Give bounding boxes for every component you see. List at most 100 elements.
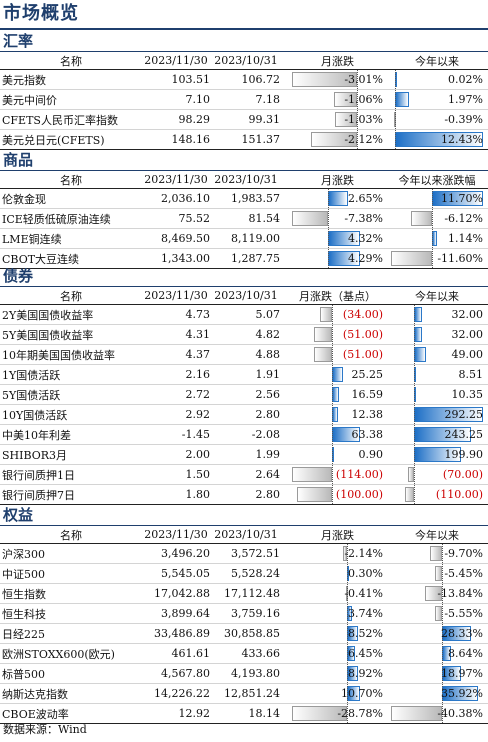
- row-name: 恒生科技: [2, 607, 46, 621]
- ytd-change-axis: [414, 365, 415, 384]
- month-change-cell: 10.70%: [290, 684, 385, 703]
- value-previous: 12,851.24: [224, 687, 280, 700]
- ytd-change-value: 292.25: [444, 408, 484, 421]
- month-change-axis: [332, 345, 333, 364]
- ytd-change-cell: 32.00: [389, 325, 485, 344]
- month-change-cell: 4.29%: [290, 249, 385, 268]
- month-change-value: 16.59: [351, 388, 384, 401]
- month-change-value: -28.78%: [337, 707, 383, 720]
- month-change-value: 8.52%: [348, 627, 383, 640]
- value-current: 4.31: [185, 328, 211, 341]
- month-change-bar: [314, 327, 332, 342]
- ytd-change-axis: [432, 209, 433, 228]
- value-current: 2.72: [185, 388, 211, 401]
- month-change-cell: (114.00): [290, 465, 385, 484]
- header-ytd-change: 今年以来: [415, 54, 459, 68]
- value-current: 2.16: [185, 368, 211, 381]
- month-change-cell: -2.14%: [290, 544, 385, 563]
- month-change-bar: [320, 307, 332, 322]
- table-row: SHIBOR3月 2.00 1.99 0.90 199.90: [0, 445, 488, 465]
- section-fx: 汇率 名称 2023/11/30 2023/10/31 月涨跌 今年以来 美元指数 103.5…: [0, 31, 488, 150]
- row-name: 中美10年利差: [2, 428, 71, 442]
- month-change-value: 10.70%: [341, 687, 383, 700]
- value-current: 4,567.80: [161, 667, 210, 680]
- ytd-change-value: 32.00: [451, 328, 484, 341]
- ytd-change-cell: 12.43%: [389, 130, 485, 149]
- row-name: 沪深300: [2, 547, 45, 561]
- value-previous: 7.18: [255, 93, 281, 106]
- month-change-axis: [347, 664, 348, 683]
- month-change-value: 3.74%: [348, 607, 383, 620]
- value-current: 1,343.00: [161, 252, 210, 265]
- month-change-bar: [332, 367, 343, 382]
- value-previous: 30,858.85: [224, 627, 280, 640]
- row-name: 恒生指数: [2, 587, 46, 601]
- header-date-current: 2023/11/30: [144, 289, 208, 302]
- month-change-value: (114.00): [335, 468, 383, 481]
- ytd-change-bar: [391, 251, 432, 266]
- month-change-axis: [347, 624, 348, 643]
- value-previous: 4.82: [255, 328, 281, 341]
- header-name: 名称: [60, 528, 82, 542]
- ytd-change-bar: [430, 546, 442, 561]
- month-change-value: -2.14%: [344, 547, 383, 560]
- ytd-change-bar: [425, 586, 442, 601]
- section-divider: [0, 286, 488, 287]
- header-month-change: 月涨跌（基点）: [299, 289, 376, 303]
- ytd-change-cell: 35.92%: [389, 684, 485, 703]
- section-divider: [0, 525, 488, 526]
- value-current: 33,486.89: [154, 627, 210, 640]
- ytd-change-value: 12.43%: [441, 133, 483, 146]
- month-change-bar: [297, 487, 332, 502]
- ytd-change-value: 49.00: [451, 348, 484, 361]
- header-date-current: 2023/11/30: [144, 54, 208, 67]
- month-change-cell: (34.00): [290, 305, 385, 324]
- month-change-cell: -1.06%: [290, 90, 385, 109]
- row-name: CBOT大豆连续: [2, 252, 80, 266]
- month-change-axis: [332, 405, 333, 424]
- ytd-change-value: 32.00: [451, 308, 484, 321]
- month-change-cell: 8.92%: [290, 664, 385, 683]
- month-change-axis: [347, 604, 348, 623]
- value-current: 75.52: [178, 212, 211, 225]
- value-previous: 3,759.16: [231, 607, 280, 620]
- month-change-axis: [328, 189, 329, 208]
- ytd-change-cell: -9.70%: [389, 544, 485, 563]
- ytd-change-axis: [414, 485, 415, 504]
- month-change-bar: [314, 347, 332, 362]
- month-change-axis: [357, 110, 358, 129]
- header-month-change: 月涨跌: [321, 54, 354, 68]
- value-current: 1.80: [185, 488, 211, 501]
- ytd-change-axis: [414, 305, 415, 324]
- header-name: 名称: [60, 289, 82, 303]
- table-row: 日经225 33,486.89 30,858.85 8.52% 28.33%: [0, 624, 488, 644]
- ytd-change-axis: [442, 624, 443, 643]
- ytd-change-cell: 199.90: [389, 445, 485, 464]
- ytd-change-bar: [395, 92, 409, 107]
- ytd-change-bar: [405, 487, 414, 502]
- row-name: 美元兑日元(CFETS): [2, 133, 105, 147]
- ytd-change-cell: -11.60%: [389, 249, 485, 268]
- value-previous: 2.80: [255, 408, 281, 421]
- month-change-value: 6.45%: [348, 647, 383, 660]
- row-name: 1Y国债活跃: [2, 368, 61, 382]
- value-previous: 81.54: [248, 212, 281, 225]
- month-change-value: 25.25: [351, 368, 384, 381]
- row-name: ICE轻质低硫原油连续: [2, 212, 111, 226]
- table-row: 5Y国债活跃 2.72 2.56 16.59 10.35: [0, 385, 488, 405]
- table-row: LME铜连续 8,469.50 8,119.00 4.32% 1.14%: [0, 229, 488, 249]
- ytd-change-value: -40.38%: [437, 707, 483, 720]
- ytd-change-value: -5.55%: [444, 607, 483, 620]
- header-month-change: 月涨跌: [321, 173, 354, 187]
- title-divider: [0, 28, 488, 30]
- month-change-value: 2.65%: [348, 192, 383, 205]
- ytd-change-bar: [435, 566, 442, 581]
- ytd-change-axis: [442, 704, 443, 723]
- ytd-change-value: -9.70%: [444, 547, 483, 560]
- table-row: 美元中间价 7.10 7.18 -1.06% 1.97%: [0, 90, 488, 110]
- value-previous: 5.07: [255, 308, 281, 321]
- month-change-axis: [328, 249, 329, 268]
- section-divider: [0, 170, 488, 171]
- month-change-cell: 2.65%: [290, 189, 385, 208]
- ytd-change-axis: [414, 385, 415, 404]
